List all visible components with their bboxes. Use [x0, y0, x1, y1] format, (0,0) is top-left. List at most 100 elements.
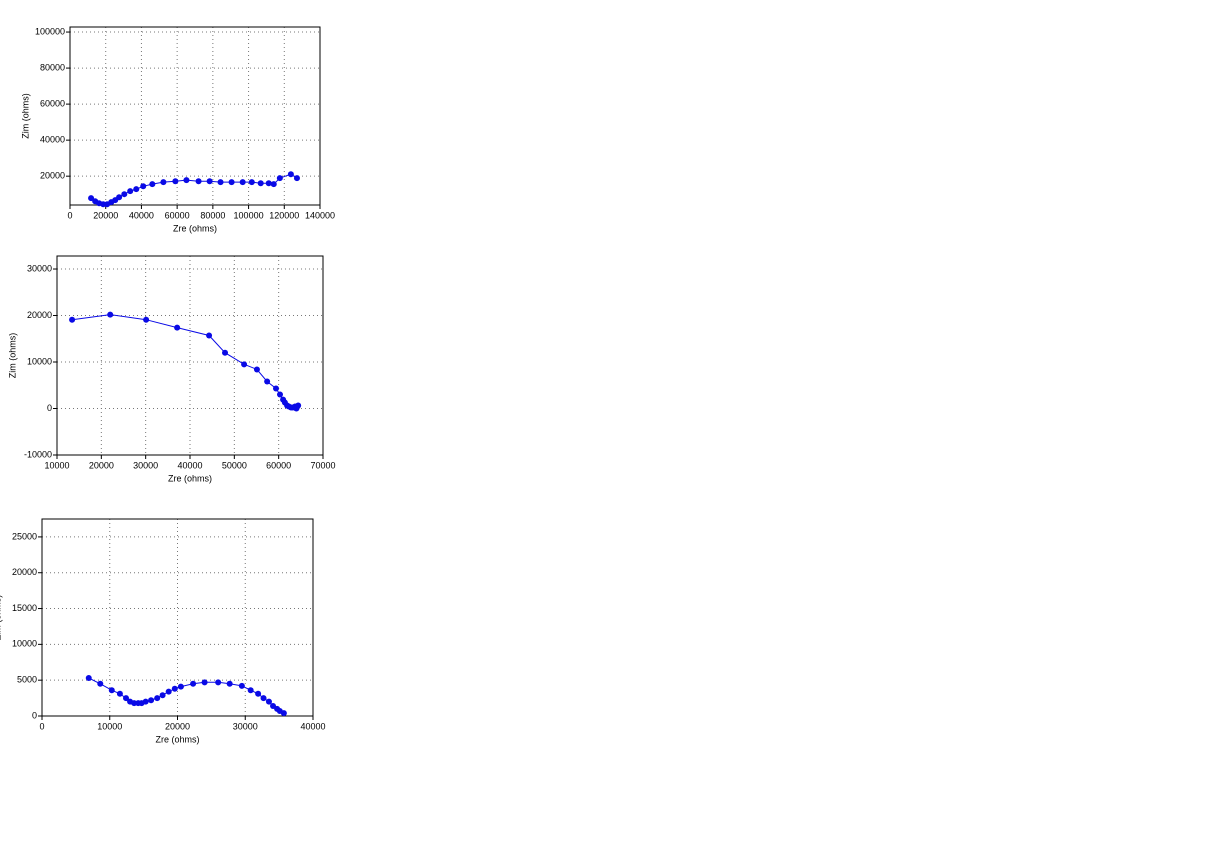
- data-point: [172, 178, 179, 185]
- data-point: [228, 179, 235, 186]
- x-tick-label: 10000: [44, 460, 69, 470]
- x-tick-label: 60000: [266, 460, 291, 470]
- x-tick-label: 10000: [97, 721, 122, 731]
- data-point: [171, 685, 178, 692]
- data-point: [195, 178, 202, 185]
- data-point: [149, 181, 156, 188]
- data-point: [276, 175, 283, 182]
- data-point: [215, 679, 222, 686]
- y-tick-label: 80000: [40, 62, 65, 72]
- data-point: [270, 181, 277, 188]
- plot-frame: [56, 255, 324, 456]
- x-tick-label: 20000: [165, 721, 190, 731]
- data-point: [265, 180, 272, 187]
- data-point: [140, 183, 147, 190]
- data-point: [206, 178, 213, 185]
- data-point: [293, 405, 300, 412]
- y-tick-label: 10000: [12, 639, 37, 649]
- y-tick-label: 15000: [12, 603, 37, 613]
- data-point: [239, 179, 246, 186]
- data-point: [88, 195, 95, 202]
- data-point: [206, 332, 213, 339]
- data-point: [127, 188, 134, 195]
- x-tick-label: 20000: [89, 460, 114, 470]
- plot-frame: [69, 26, 321, 206]
- y-tick-label: 40000: [40, 135, 65, 145]
- data-point: [148, 697, 155, 704]
- y-axis-label: Zim (ohms): [20, 93, 30, 139]
- x-tick-label: 0: [39, 721, 44, 731]
- data-point: [154, 695, 161, 702]
- data-point: [265, 698, 272, 705]
- data-point: [108, 687, 115, 694]
- y-tick-label: 25000: [12, 531, 37, 541]
- x-tick-label: 40000: [129, 210, 154, 220]
- y-tick-label: 5000: [17, 675, 37, 685]
- y-tick-label: 0: [32, 710, 37, 720]
- data-point: [260, 695, 267, 702]
- x-tick-label: 80000: [200, 210, 225, 220]
- y-tick-label: 20000: [12, 567, 37, 577]
- y-tick-label: 10000: [27, 356, 52, 366]
- data-point: [217, 179, 224, 186]
- plot: 0 10000 20000 30000 40000 0 5000 10000 15000 2000…: [0, 518, 326, 744]
- y-tick-label: -10000: [24, 449, 52, 459]
- data-point: [238, 682, 245, 689]
- data-point: [273, 385, 280, 392]
- data-point: [159, 692, 166, 699]
- y-tick-label: 60000: [40, 98, 65, 108]
- x-tick-label: 30000: [233, 721, 258, 731]
- x-tick-label: 40000: [300, 721, 325, 731]
- x-tick-label: 100000: [234, 210, 264, 220]
- data-point: [241, 361, 248, 368]
- data-point: [133, 186, 140, 193]
- data-point: [248, 179, 255, 186]
- data-point: [293, 175, 300, 182]
- data-point: [116, 194, 123, 201]
- x-axis-label: Zre (ohms): [155, 734, 199, 744]
- x-axis-label: Zre (ohms): [168, 473, 212, 483]
- data-point: [69, 316, 76, 323]
- data-point: [190, 680, 197, 687]
- data-point: [257, 180, 264, 187]
- data-point: [143, 316, 150, 323]
- data-point: [247, 687, 254, 694]
- data-point: [255, 690, 262, 697]
- x-tick-label: 60000: [165, 210, 190, 220]
- y-tick-label: 20000: [27, 310, 52, 320]
- data-point: [165, 688, 172, 695]
- data-point: [85, 675, 92, 682]
- data-point: [280, 710, 287, 717]
- data-point: [174, 324, 181, 331]
- data-point: [276, 391, 283, 398]
- data-point: [97, 680, 104, 687]
- plot-frame: [41, 518, 314, 717]
- x-tick-label: 50000: [222, 460, 247, 470]
- x-tick-label: 0: [67, 210, 72, 220]
- x-axis-label: Zre (ohms): [173, 223, 217, 233]
- data-point: [222, 349, 229, 356]
- plot: 10000 20000 30000 40000 50000 60000 70000 -1000…: [7, 255, 336, 483]
- data-point: [183, 177, 190, 184]
- data-line: [90, 173, 298, 205]
- y-tick-label: 30000: [27, 263, 52, 273]
- data-point: [121, 191, 128, 198]
- y-axis-label: Zim (ohms): [0, 595, 2, 641]
- data-point: [201, 679, 208, 686]
- x-tick-label: 140000: [305, 210, 335, 220]
- data-point: [287, 171, 294, 178]
- y-tick-label: 20000: [40, 171, 65, 181]
- x-tick-label: 40000: [177, 460, 202, 470]
- x-tick-label: 70000: [310, 460, 335, 470]
- x-tick-label: 120000: [269, 210, 299, 220]
- data-point: [177, 683, 184, 690]
- x-tick-label: 30000: [133, 460, 158, 470]
- x-tick-label: 20000: [93, 210, 118, 220]
- y-axis-label: Zim (ohms): [7, 333, 17, 379]
- data-point: [160, 179, 167, 186]
- data-point: [253, 366, 260, 373]
- data-point: [226, 680, 233, 687]
- plot: 0 20000 40000 60000 80000 100000 120000 140000 2…: [20, 26, 335, 233]
